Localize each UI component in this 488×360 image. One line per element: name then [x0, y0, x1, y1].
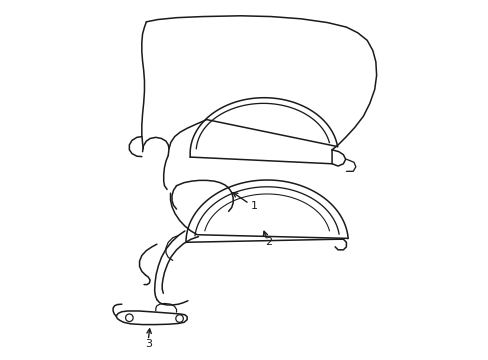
Text: 2: 2	[265, 237, 272, 247]
Text: 3: 3	[144, 339, 151, 349]
Text: 1: 1	[250, 202, 257, 211]
